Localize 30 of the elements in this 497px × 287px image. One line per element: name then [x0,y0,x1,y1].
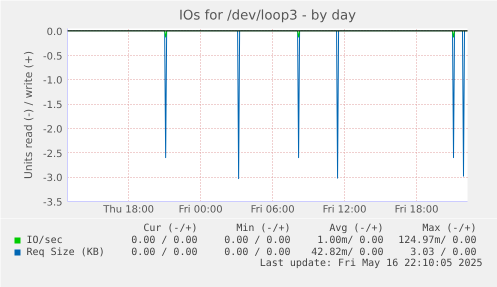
y-tick-label: -2.5 [42,148,63,160]
text: Avg (-/+) [329,223,384,234]
x-tick-label: Fri 18:00 [394,204,438,216]
text: 124.97m/ 0.00 [398,235,477,246]
x-tick-label: Fri 00:00 [178,204,223,216]
text: Cur (-/+) [143,223,198,234]
text: Max (-/+) [422,223,477,234]
text: Last update: Fri May 16 22:10:05 2025 [260,258,483,269]
legend-label: Req Size (KB) [26,247,105,258]
text: 0.00 / 0.00 [224,247,291,258]
y-tick-label: -3.0 [42,173,63,184]
y-tick-label: -0.5 [42,51,63,62]
text: 0.00 / 0.00 [131,235,198,246]
y-axis-title: Units read (-) / write (+) [22,51,35,179]
text: 1.00m/ 0.00 [317,235,384,246]
text: 3.03 / 0.00 [410,247,477,258]
y-tick-label: -1.0 [42,76,63,87]
text: 42.82m/ 0.00 [311,247,384,258]
x-tick-label: Fri 06:00 [250,204,295,216]
chart-title: IOs for /dev/loop3 - by day [178,8,356,24]
y-tick-label: 0.0 [46,26,63,38]
y-tick-label: -3.5 [42,198,63,208]
legend-label: IO/sec [26,235,63,246]
text: 0.00 / 0.00 [131,247,198,258]
x-tick-label: Thu 18:00 [102,204,154,216]
y-tick-label: -1.5 [42,100,63,112]
x-tick-label: Fri 12:00 [322,204,367,216]
text: Min (-/+) [236,223,291,234]
text: 0.00 / 0.00 [224,235,291,246]
y-tick-label: -2.0 [42,124,63,136]
